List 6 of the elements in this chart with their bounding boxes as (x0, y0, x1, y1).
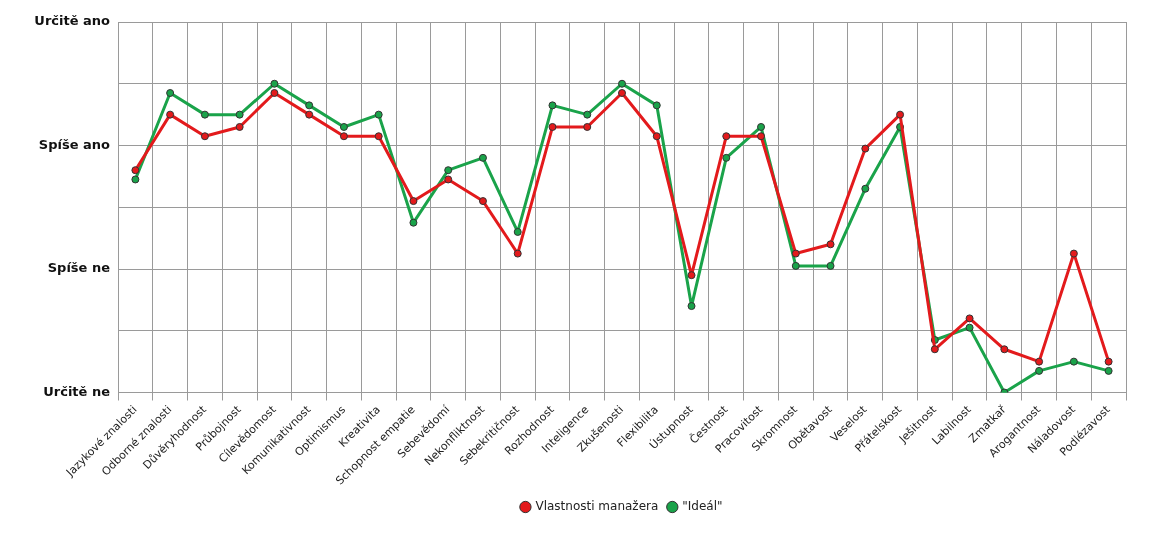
text: Určitě ano (34, 13, 111, 29)
legend-label: "Ideál" (682, 499, 723, 514)
text: Spíše ne (47, 260, 111, 276)
text: Spíše ano (38, 136, 111, 152)
legend-label: Vlastnosti manažera (535, 499, 659, 514)
text: Určitě ne (43, 383, 111, 399)
